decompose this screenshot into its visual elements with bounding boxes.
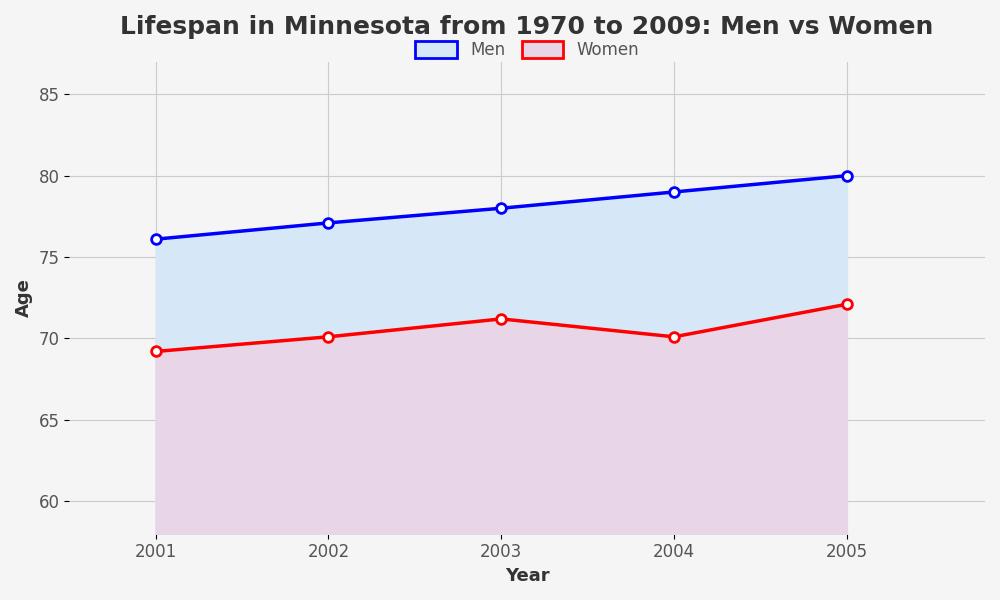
Title: Lifespan in Minnesota from 1970 to 2009: Men vs Women: Lifespan in Minnesota from 1970 to 2009:… bbox=[120, 15, 934, 39]
Legend: Men, Women: Men, Women bbox=[407, 32, 648, 67]
X-axis label: Year: Year bbox=[505, 567, 549, 585]
Y-axis label: Age: Age bbox=[15, 278, 33, 317]
